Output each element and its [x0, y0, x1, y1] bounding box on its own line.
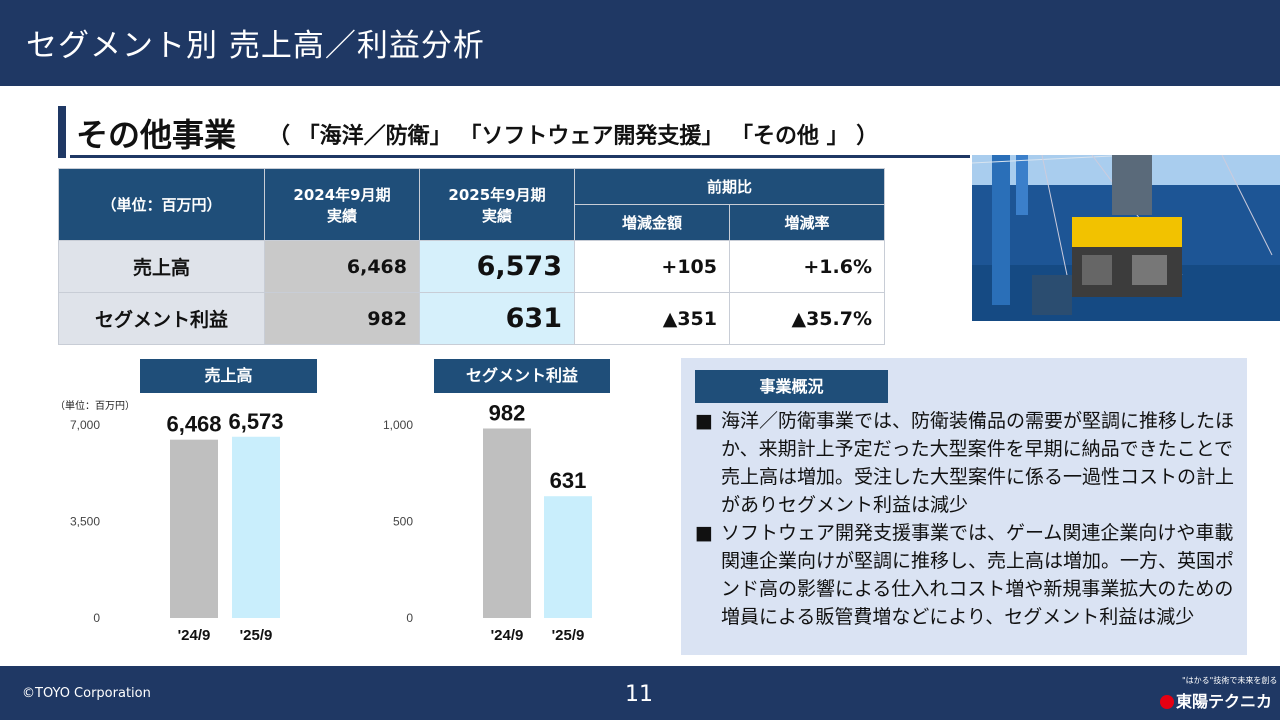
- col-rate-header: 増減率: [729, 204, 885, 241]
- x-category-label: '25/9: [552, 627, 585, 644]
- bar-value-label: 631: [550, 468, 587, 493]
- section-title: その他事業: [76, 116, 237, 154]
- photo-illustration: [972, 155, 1280, 321]
- table-row: 売上高 6,468 6,573 +105 +1.6%: [58, 240, 885, 293]
- col-2024-line2: 実績: [326, 206, 357, 225]
- value-diff: ▲351: [574, 292, 730, 345]
- section-subtitle: （ 「海洋／防衛」 「ソフトウェア開発支援」 「その他 」 ）: [268, 124, 879, 149]
- bar: [170, 439, 218, 618]
- bar: [232, 436, 280, 618]
- col-yoy-header: 前期比: [574, 168, 885, 205]
- section-divider: [70, 155, 970, 158]
- bar-value-label: 6,468: [166, 412, 221, 437]
- logo-text: 東陽テクニカ: [1176, 692, 1273, 711]
- value-2025: 6,573: [419, 240, 575, 293]
- col-2024-header: 2024年9月期 実績: [264, 168, 420, 241]
- summary-bullet: ■ 海洋／防衛事業では、防衛装備品の需要が堅調に推移したほか、来期計上予定だった…: [695, 407, 1240, 519]
- value-diff: +105: [574, 240, 730, 293]
- value-2024: 982: [264, 292, 420, 345]
- col-diff-header: 増減金額: [574, 204, 730, 241]
- x-category-label: '24/9: [178, 627, 211, 644]
- results-table: （単位：百万円） 2024年9月期 実績 2025年9月期 実績 前期比 増減金…: [58, 168, 885, 345]
- col-2025-line1: 2025年9月期: [448, 185, 546, 204]
- y-tick-label: 7,000: [70, 418, 100, 432]
- x-category-label: '24/9: [491, 627, 524, 644]
- summary-bullet: ■ ソフトウェア開発支援事業では、ゲーム関連企業向けや車載関連企業向けが堅調に推…: [695, 519, 1240, 631]
- bar-value-label: 6,573: [228, 409, 283, 434]
- bullet-square-icon: ■: [695, 410, 713, 432]
- bullet-square-icon: ■: [695, 522, 713, 544]
- y-tick-label: 0: [406, 611, 413, 625]
- y-unit-label: （単位：百万円）: [55, 399, 135, 412]
- table-row: セグメント利益 982 631 ▲351 ▲35.7%: [58, 292, 885, 345]
- value-rate: ▲35.7%: [729, 292, 885, 345]
- y-tick-label: 3,500: [70, 515, 100, 529]
- page-number: 11: [625, 682, 653, 707]
- slide-header: セグメント別 売上高／利益分析: [0, 0, 1280, 86]
- value-rate: +1.6%: [729, 240, 885, 293]
- x-category-label: '25/9: [240, 627, 273, 644]
- bullet-text: 海洋／防衛事業では、防衛装備品の需要が堅調に推移したほか、来期計上予定だった大型…: [721, 410, 1235, 516]
- bullet-text: ソフトウェア開発支援事業では、ゲーム関連企業向けや車載関連企業向けが堅調に推移し…: [721, 522, 1235, 628]
- bar-value-label: 982: [489, 400, 526, 425]
- underwater-vehicle-photo: [972, 155, 1280, 321]
- row-label: セグメント利益: [58, 292, 265, 345]
- value-2025: 631: [419, 292, 575, 345]
- logo-tagline: "はかる"技術で未来を創る: [1182, 676, 1278, 685]
- page-title: セグメント別 売上高／利益分析: [26, 28, 485, 64]
- summary-heading: 事業概況: [695, 370, 888, 403]
- bar: [483, 428, 531, 618]
- slide-footer: ©TOYO Corporation 11 "はかる"技術で未来を創る 東陽テクニ…: [0, 666, 1280, 720]
- y-tick-label: 0: [93, 611, 100, 625]
- y-tick-label: 1,000: [383, 418, 413, 432]
- company-logo: 東陽テクニカ: [1160, 688, 1272, 712]
- bar: [544, 496, 592, 618]
- sales-chart-label: 売上高: [140, 359, 317, 393]
- business-summary-box: 事業概況 ■ 海洋／防衛事業では、防衛装備品の需要が堅調に推移したほか、来期計上…: [681, 358, 1247, 655]
- logo-mark-icon: [1160, 694, 1174, 709]
- copyright: ©TOYO Corporation: [22, 686, 151, 701]
- row-label: 売上高: [58, 240, 265, 293]
- section-accent-bar: [58, 106, 66, 158]
- col-2024-line1: 2024年9月期: [293, 185, 391, 204]
- col-2025-line2: 実績: [481, 206, 512, 225]
- unit-header: （単位：百万円）: [58, 168, 265, 241]
- y-tick-label: 500: [393, 515, 413, 529]
- profit-chart-label: セグメント利益: [434, 359, 610, 393]
- value-2024: 6,468: [264, 240, 420, 293]
- bar-charts: （単位：百万円） 0 3,500 7,000 6,468 '24/9 6,573 '25/9 0…: [55, 399, 592, 644]
- col-2025-header: 2025年9月期 実績: [419, 168, 575, 241]
